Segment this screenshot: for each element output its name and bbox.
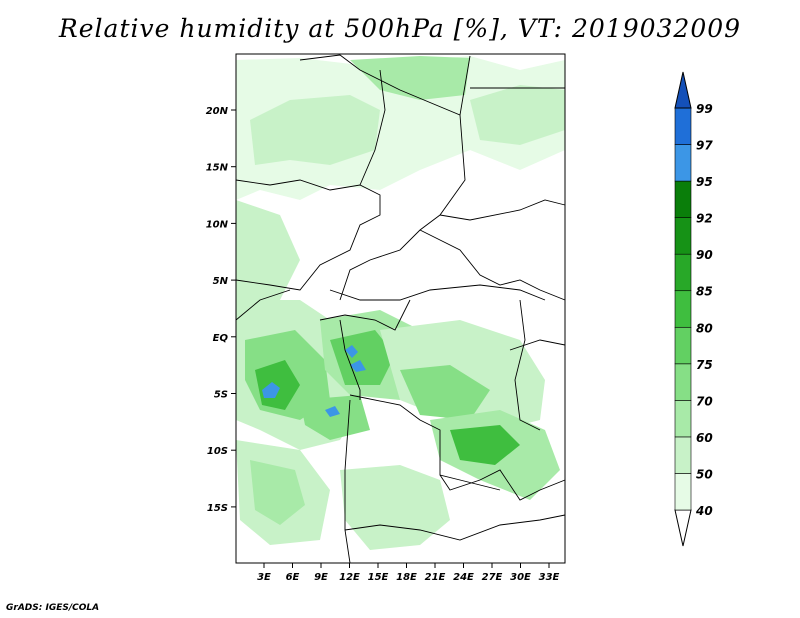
colorbar-label: 99: [696, 102, 713, 116]
humid-patch-south-zambia: [340, 465, 450, 550]
border-14: [439, 469, 566, 501]
humid-patch-sahel-band: [236, 56, 565, 200]
colorbar-label: 92: [696, 212, 713, 226]
map-axes: 3E 6E 9E 12E 15E 18E 21E 24E 27E 30E 33E 20N 15N 10N 5…: [206, 106, 560, 583]
border-13: [344, 514, 566, 541]
lat-label: 5S: [214, 390, 228, 401]
colorbar: 40 50 60 70 75 80 85 90 92 95 97 99: [674, 71, 713, 547]
border-8: [329, 284, 546, 301]
lon-label: 24E: [453, 572, 474, 583]
colorbar-segment: [674, 326, 692, 365]
map-border: [235, 53, 566, 564]
colorbar-bottom-arrow: [674, 509, 692, 547]
colorbar-segment: [674, 144, 692, 182]
colorbar-segment: [674, 400, 692, 438]
border-2: [299, 54, 471, 116]
colorbar-segment: [674, 290, 692, 328]
lat-label: 20N: [206, 106, 229, 117]
country-borders: [235, 54, 566, 564]
humid-patch-mid-band: [300, 395, 370, 440]
colorbar-segment: [674, 473, 692, 511]
lat-label: 5N: [213, 276, 229, 287]
border-4: [339, 114, 466, 301]
humid-patch-central-congo-2: [400, 365, 490, 420]
lat-label: 15S: [207, 503, 228, 514]
humid-patch-peak-4: [325, 406, 340, 417]
border-15: [514, 299, 541, 431]
colorbar-segment: [674, 180, 692, 218]
lon-label: 21E: [425, 572, 446, 583]
border-10: [339, 319, 361, 400]
lon-label: 12E: [339, 572, 360, 583]
colorbar-label: 50: [696, 467, 713, 481]
lon-label: 30E: [510, 572, 531, 583]
colorbar-segment: [674, 363, 692, 401]
colorbar-label: 60: [696, 431, 713, 445]
humid-patch-peak-1: [262, 382, 280, 398]
colorbar-segment: [674, 107, 692, 145]
humid-patch-sahel-band-2: [250, 95, 380, 165]
colorbar-label: 40: [695, 504, 713, 518]
lon-label: 6E: [286, 572, 300, 583]
colorbar-label: 85: [696, 285, 713, 299]
lat-label: 15N: [206, 163, 229, 174]
lon-label: 33E: [539, 572, 560, 583]
colorbar-label: 75: [696, 358, 713, 372]
border-16: [509, 339, 566, 351]
border-9: [319, 299, 411, 331]
colorbar-segment: [674, 217, 692, 255]
colorbar-label: 90: [696, 248, 713, 262]
colorbar-label: 95: [696, 175, 713, 189]
border-3: [359, 69, 386, 186]
border-6: [439, 199, 566, 221]
lon-label: 3E: [257, 572, 271, 583]
colorbar-top-arrow: [674, 71, 692, 109]
border-1: [235, 179, 381, 291]
border-7: [419, 229, 566, 301]
border-11: [349, 394, 501, 491]
colorbar-segment: [674, 253, 692, 292]
humid-patch-east-lakes-2: [450, 425, 520, 465]
border-12: [344, 399, 351, 564]
lat-label: 10S: [207, 446, 228, 457]
lon-label: 27E: [482, 572, 503, 583]
colorbar-label: 70: [696, 394, 713, 408]
lon-label: 9E: [314, 572, 328, 583]
lon-label: 18E: [396, 572, 417, 583]
colorbar-segment: [674, 436, 692, 474]
humid-patch-north-top: [350, 56, 470, 100]
humid-patch-north-east: [470, 85, 565, 145]
map-title: Relative humidity at 500hPa [%], VT: 201…: [58, 14, 742, 43]
credit-label: GrADS: IGES/COLA: [6, 603, 100, 613]
humid-patch-peak-2: [345, 345, 358, 358]
lat-label: 10N: [206, 219, 229, 230]
humid-patch-south-west-2: [250, 460, 305, 525]
humid-patch-gabon-congo-2: [330, 330, 395, 385]
colorbar-label: 80: [696, 321, 713, 335]
lon-label: 15E: [368, 572, 389, 583]
lat-label: EQ: [213, 333, 229, 344]
colorbar-label: 97: [696, 139, 713, 153]
border-17: [235, 289, 291, 321]
humid-patch-peak-3: [350, 360, 366, 372]
